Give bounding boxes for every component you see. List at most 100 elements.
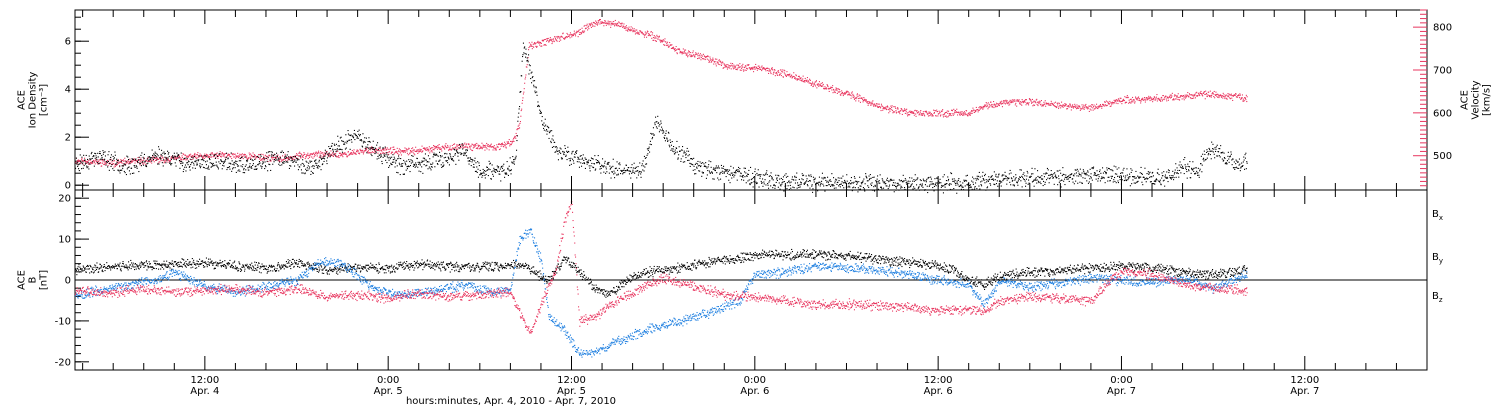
data-point [796,177,797,178]
data-point [869,178,870,179]
data-point [789,74,790,75]
data-point [437,164,438,165]
data-point [1002,174,1003,175]
data-point [674,153,675,154]
data-point [145,164,146,165]
data-point [1162,100,1163,101]
data-point [262,163,263,164]
data-point [819,182,820,183]
data-point [107,162,108,163]
data-point [806,175,807,176]
data-point [414,149,415,150]
data-point [796,173,797,174]
data-point [786,188,787,189]
data-point [882,110,883,111]
data-point [907,115,908,116]
data-point [298,169,299,170]
data-point [127,168,128,169]
data-point [719,59,720,60]
data-point [632,172,633,173]
data-point [832,185,833,186]
data-point [888,188,889,189]
data-point [1084,107,1085,108]
data-point [818,84,819,85]
data-point [1035,102,1036,103]
data-point [552,41,553,42]
data-point [731,68,732,69]
data-point [933,184,934,185]
data-point [470,149,471,150]
data-point [434,146,435,147]
data-point [148,158,149,159]
data-point [485,171,486,172]
data-point [315,159,316,160]
data-point [692,164,693,165]
data-point [528,49,529,50]
data-point [868,180,869,181]
data-point [294,160,295,161]
data-point [991,105,992,106]
data-point [1216,96,1217,97]
data-point [546,134,547,135]
data-point [421,162,422,163]
data-point [705,162,706,163]
data-point [568,151,569,152]
data-point [235,158,236,159]
data-point [495,149,496,150]
data-point [163,158,164,159]
data-point [235,163,236,164]
data-point [273,155,274,156]
data-point [720,61,721,62]
data-point [591,163,592,164]
data-point [685,152,686,153]
data-point [203,157,204,158]
data-point [518,113,519,114]
data-point [372,149,373,150]
data-point [644,167,645,168]
data-point [776,178,777,179]
data-point [734,68,735,69]
data-point [335,154,336,155]
data-point [409,166,410,167]
data-point [516,156,517,157]
data-point [1185,98,1186,99]
data-point [966,110,967,111]
data-point [212,166,213,167]
data-point [613,159,614,160]
data-point [664,135,665,136]
data-point [503,164,504,165]
data-point [915,114,916,115]
data-point [596,159,597,160]
data-point [138,171,139,172]
data-point [783,176,784,177]
data-point [708,56,709,57]
data-point [673,146,674,147]
data-point [784,72,785,73]
data-point [980,177,981,178]
data-point [692,55,693,56]
data-point [984,182,985,183]
data-point [772,187,773,188]
data-point [973,184,974,185]
data-point [726,176,727,177]
data-point [1162,99,1163,100]
data-point [777,73,778,74]
data-point [512,142,513,143]
data-point [91,163,92,164]
data-point [882,106,883,107]
data-point [285,156,286,157]
data-point [346,142,347,143]
data-point [545,119,546,120]
data-point [1185,95,1186,96]
data-point [778,187,779,188]
data-point [939,182,940,183]
data-point [671,44,672,45]
data-point [126,161,127,162]
data-point [140,164,141,165]
data-point [847,181,848,182]
data-point [905,113,906,114]
data-point [740,176,741,177]
data-point [560,153,561,154]
data-point [863,187,864,188]
